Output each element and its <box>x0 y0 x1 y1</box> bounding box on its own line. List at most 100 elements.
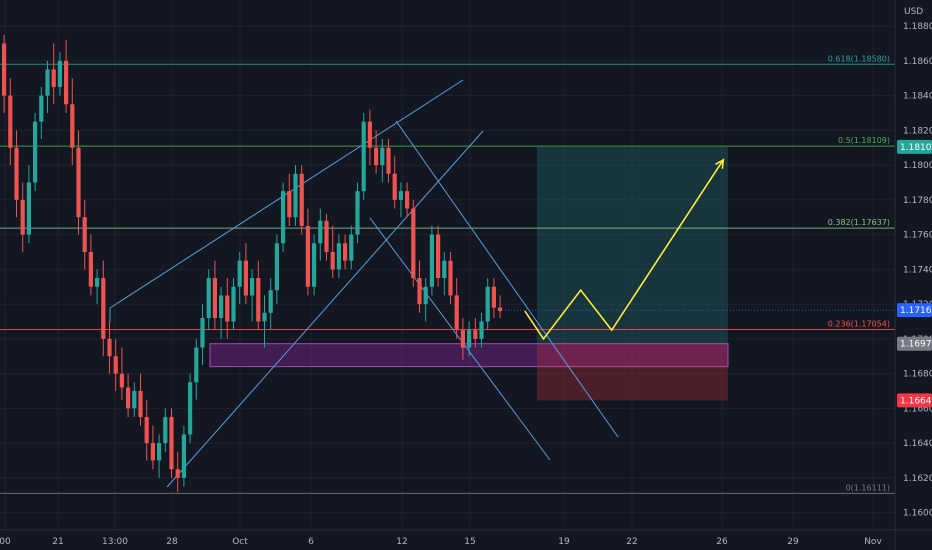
candle-body <box>460 330 465 348</box>
candle-body <box>14 147 19 200</box>
candle-body <box>243 260 248 296</box>
candle-body <box>70 104 75 148</box>
candle-body <box>429 234 434 287</box>
candle-body <box>219 295 224 318</box>
candle-body <box>82 217 87 252</box>
candle-body <box>64 60 69 105</box>
fib-label: 0(1.16111) <box>846 483 890 492</box>
candle-body <box>175 469 180 478</box>
candle-body <box>206 278 211 318</box>
candle-body <box>212 278 217 318</box>
y-tick-label: 1.16600 <box>903 404 932 414</box>
candle-body <box>231 286 236 322</box>
candle-body <box>88 251 93 287</box>
y-tick-label: 1.16000 <box>903 509 932 519</box>
candle-body <box>281 191 286 244</box>
candle-body <box>51 69 56 87</box>
candle-body <box>312 243 317 287</box>
candle-body <box>113 356 118 374</box>
candle-body <box>45 69 50 96</box>
candle-body <box>318 220 323 244</box>
candle-body <box>386 147 391 174</box>
candle-body <box>225 295 230 322</box>
candle-body <box>274 243 279 291</box>
price-badge-label: 1.18105 <box>900 143 932 153</box>
price-badges: 1.18105 1.17165 1.16972 1.16646 <box>897 139 932 408</box>
candle-body <box>57 60 62 87</box>
candle-body <box>336 243 341 270</box>
candle-body <box>95 278 100 287</box>
candle-body <box>293 173 298 218</box>
candle-body <box>467 330 472 348</box>
target-zone <box>537 146 728 344</box>
candle-body <box>442 260 447 279</box>
y-tick-label: 1.17800 <box>903 196 932 206</box>
x-tick-label: 26 <box>716 537 728 547</box>
candle-body <box>498 307 503 312</box>
trendline <box>109 79 464 309</box>
candle-body <box>181 434 186 478</box>
candle-body <box>132 390 137 409</box>
candle-body <box>262 312 267 322</box>
candle-body <box>374 147 379 166</box>
candle-body <box>256 278 261 322</box>
price-badge <box>897 303 932 318</box>
x-tick-label: 21 <box>52 537 63 547</box>
candle-body <box>367 121 372 148</box>
fib-levels: 0.618(1.18580) 0.5(1.18109) 0.382(1.17637)… <box>0 54 895 494</box>
x-tick-label: Oct <box>232 537 248 547</box>
candle-body <box>119 373 124 388</box>
price-badge-label: 1.16972 <box>900 340 932 350</box>
zones <box>209 146 729 401</box>
grid <box>0 0 895 530</box>
candle-body <box>268 290 273 313</box>
candle-body <box>436 234 441 279</box>
currency-label[interactable]: USD <box>904 7 923 17</box>
candle-body <box>287 191 292 218</box>
x-tick-label: 6 <box>308 537 314 547</box>
candle-body <box>324 220 329 252</box>
candle-body <box>392 173 397 200</box>
time-axis[interactable]: 00 21 13:00 28 Oct 6 12 15 19 22 26 29 Nov <box>0 529 932 547</box>
candle-body <box>101 278 106 339</box>
fib-label: 0.618(1.18580) <box>828 54 890 63</box>
trendline <box>166 130 484 488</box>
x-tick-label: 22 <box>626 537 637 547</box>
y-tick-label: 1.18000 <box>903 161 932 171</box>
y-tick-label: 1.18600 <box>903 57 932 67</box>
trendline <box>369 217 551 461</box>
x-tick-label: 19 <box>558 537 570 547</box>
candle-body <box>343 243 348 261</box>
candle-body <box>417 278 422 305</box>
price-badge-label: 1.16646 <box>900 396 932 406</box>
x-tick-label: 29 <box>787 537 799 547</box>
candle-body <box>157 443 162 461</box>
y-tick-label: 1.17400 <box>903 265 932 275</box>
fib-label: 0.382(1.17637) <box>828 218 890 227</box>
x-tick-label: 12 <box>396 537 407 547</box>
candle-body <box>299 173 304 226</box>
y-tick-label: 1.17600 <box>903 231 932 241</box>
candle-body <box>150 443 155 461</box>
candle-body <box>138 390 143 418</box>
candle-body <box>107 338 112 357</box>
candle-body <box>188 382 193 435</box>
candle-body <box>144 417 149 444</box>
fib-label: 0.5(1.18109) <box>838 136 890 145</box>
candle-body <box>454 295 459 331</box>
candle-body <box>349 234 354 261</box>
candle-body <box>305 225 310 287</box>
candle-body <box>76 147 81 218</box>
candle-body <box>485 286 490 322</box>
candle-body <box>398 191 403 200</box>
candle-body <box>237 260 242 287</box>
candle-body <box>491 286 496 308</box>
projection-path <box>524 158 725 341</box>
candle-body <box>194 347 199 383</box>
y-tick-label: 1.18200 <box>903 126 932 136</box>
candle-body <box>330 251 335 270</box>
candle-body <box>250 278 255 296</box>
